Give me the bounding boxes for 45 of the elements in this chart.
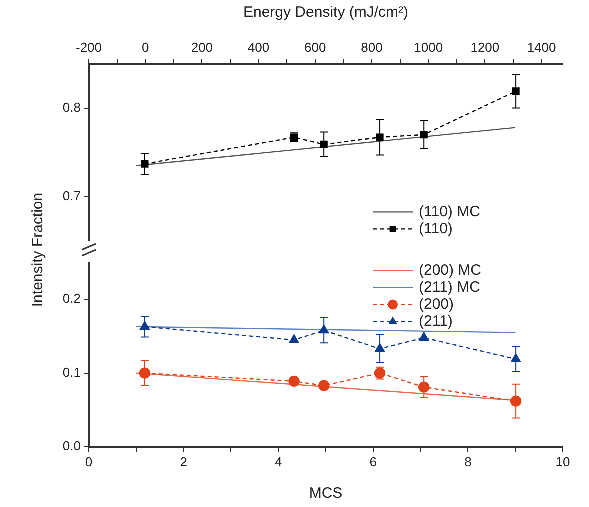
legend-label: (211) [419,312,453,330]
legend-label: (110) MC [419,203,481,220]
legend-label: (200) [419,296,454,313]
x2-tick-label: -200 [76,40,102,55]
point [419,332,430,342]
x-axis-title: MCS [309,485,343,502]
point [140,321,150,330]
y-tick-label: 0.2 [62,291,81,306]
x2-tick-label: 1400 [527,40,556,55]
x2-tick-label: 600 [304,40,326,55]
x-tick-label: 6 [370,454,378,470]
point [288,376,300,388]
y-axis-title: Intensity Fraction [30,192,46,308]
x-tick-label: 0 [85,454,93,470]
point [141,160,149,168]
x2-tick-label: 0 [142,40,150,55]
point [510,396,522,407]
legend-label: (110) [419,220,453,238]
y-tick-label: 0.1 [62,364,81,380]
legend-label: (211) MC [419,278,481,296]
x-tick-label: 8 [464,454,472,470]
x2-tick-label: 200 [191,40,214,55]
y-tick-label: 0.7 [62,188,81,204]
legend-label: (200) MC [419,262,482,279]
x2-tick-label: 800 [361,40,383,55]
point [289,334,300,344]
point [319,324,330,334]
x-tick-label: 10 [556,454,570,470]
point [376,134,384,142]
x-tick-label: 2 [180,454,188,470]
x2-axis-title: Energy Density (mJ/cm²) [243,4,409,22]
point [375,343,385,352]
point [512,88,520,96]
point [318,380,330,392]
x2-tick-label: 1200 [470,40,500,55]
x2-tick-label: 400 [248,40,270,55]
y-tick-label: 0.8 [62,100,81,115]
x-tick-label: 4 [274,454,282,470]
y-tick-label: 0.0 [62,438,81,454]
x2-tick-label: 1000 [414,40,444,55]
point [139,368,151,379]
point [320,140,328,148]
point [418,382,430,393]
point [420,131,428,139]
point [511,354,522,362]
